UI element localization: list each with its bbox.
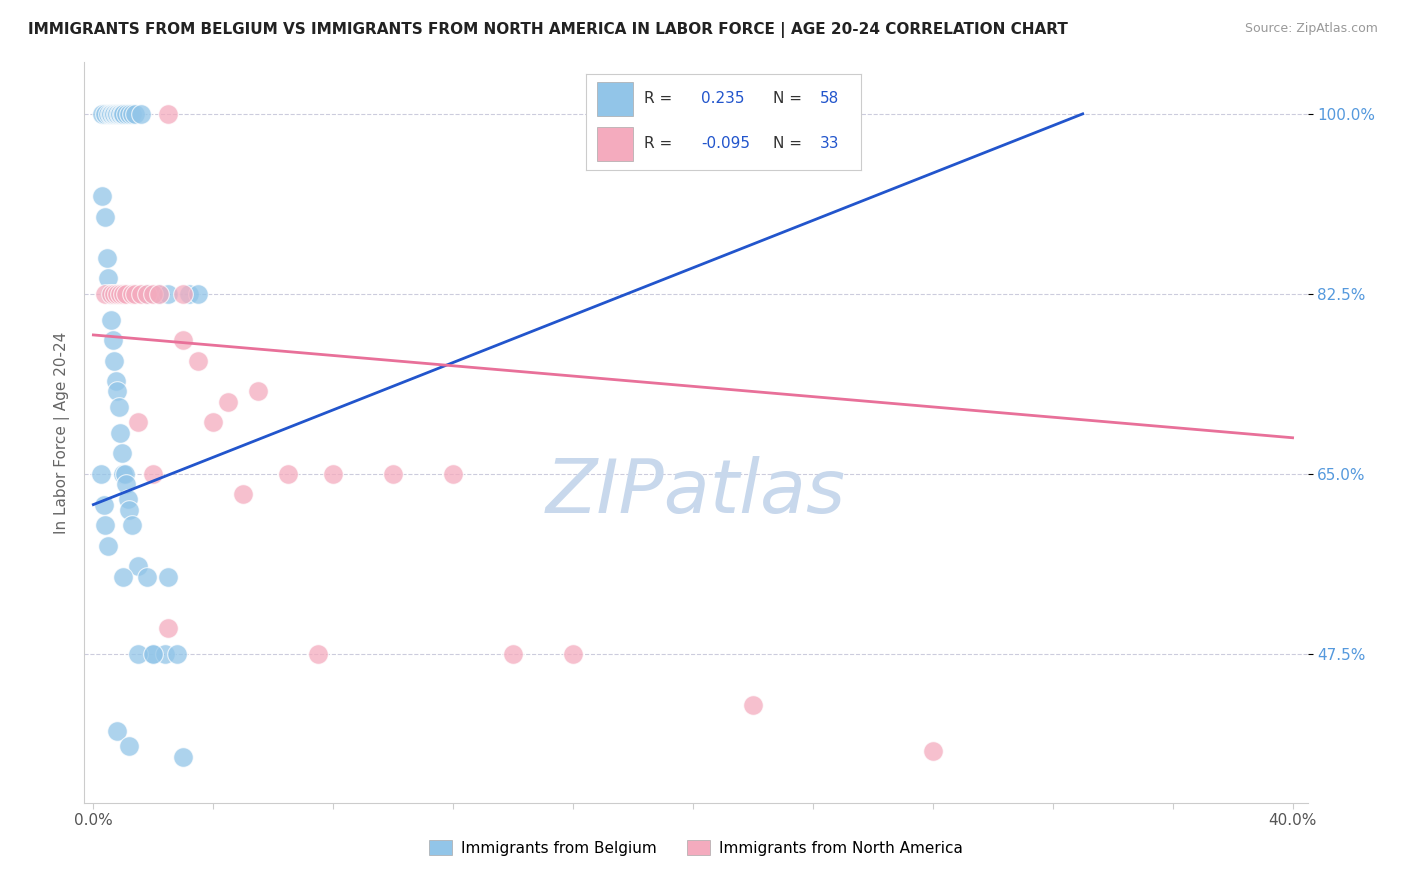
Point — [104, 374, 127, 388]
Point — [562, 647, 585, 661]
Point — [142, 286, 165, 301]
Point — [98, 286, 121, 301]
Point — [97, 107, 120, 121]
Point — [148, 286, 170, 301]
Point — [104, 107, 127, 121]
Point — [131, 107, 153, 121]
Point — [118, 107, 141, 121]
Point — [157, 621, 180, 635]
Point — [121, 518, 143, 533]
Point — [382, 467, 405, 481]
Point — [142, 647, 165, 661]
Point — [124, 286, 146, 301]
Point — [112, 286, 135, 301]
Point — [103, 286, 125, 301]
Point — [187, 353, 209, 368]
Point — [247, 384, 270, 399]
Point — [232, 487, 254, 501]
Point — [121, 286, 143, 301]
Point — [98, 107, 121, 121]
Point — [277, 467, 299, 481]
Point — [97, 271, 120, 285]
Point — [93, 498, 115, 512]
Point — [157, 286, 180, 301]
Point — [91, 189, 114, 203]
Point — [124, 107, 146, 121]
Point — [142, 647, 165, 661]
Point — [742, 698, 765, 712]
Point — [105, 723, 128, 738]
Point — [157, 569, 180, 583]
Point — [100, 286, 122, 301]
Legend: Immigrants from Belgium, Immigrants from North America: Immigrants from Belgium, Immigrants from… — [423, 834, 969, 862]
Point — [110, 425, 132, 440]
Point — [97, 539, 120, 553]
Point — [136, 286, 159, 301]
Point — [110, 286, 132, 301]
Point — [94, 518, 117, 533]
Point — [105, 107, 128, 121]
Point — [108, 107, 131, 121]
Point — [921, 744, 943, 758]
Y-axis label: In Labor Force | Age 20-24: In Labor Force | Age 20-24 — [55, 332, 70, 533]
Point — [148, 286, 170, 301]
Point — [101, 333, 124, 347]
Point — [187, 286, 209, 301]
Point — [155, 647, 177, 661]
Point — [118, 502, 141, 516]
Point — [131, 286, 153, 301]
Point — [100, 107, 122, 121]
Point — [127, 415, 149, 429]
Point — [117, 492, 139, 507]
Point — [94, 210, 117, 224]
Point — [115, 107, 138, 121]
Point — [112, 467, 135, 481]
Point — [322, 467, 344, 481]
Point — [90, 467, 112, 481]
Point — [166, 647, 188, 661]
Text: Source: ZipAtlas.com: Source: ZipAtlas.com — [1244, 22, 1378, 36]
Text: ZIPatlas: ZIPatlas — [546, 456, 846, 528]
Point — [110, 107, 132, 121]
Point — [136, 569, 159, 583]
Point — [111, 107, 134, 121]
Point — [112, 107, 135, 121]
Text: IMMIGRANTS FROM BELGIUM VS IMMIGRANTS FROM NORTH AMERICA IN LABOR FORCE | AGE 20: IMMIGRANTS FROM BELGIUM VS IMMIGRANTS FR… — [28, 22, 1069, 38]
Point — [441, 467, 464, 481]
Point — [96, 251, 118, 265]
Point — [121, 107, 143, 121]
Point — [115, 477, 138, 491]
Point — [202, 415, 225, 429]
Point — [94, 286, 117, 301]
Point — [172, 333, 194, 347]
Point — [172, 749, 194, 764]
Point — [103, 353, 125, 368]
Point — [91, 107, 114, 121]
Point — [179, 286, 201, 301]
Point — [307, 647, 329, 661]
Point — [136, 286, 159, 301]
Point — [105, 286, 128, 301]
Point — [94, 107, 117, 121]
Point — [114, 467, 136, 481]
Point — [142, 467, 165, 481]
Point — [217, 394, 239, 409]
Point — [101, 107, 124, 121]
Point — [105, 384, 128, 399]
Point — [108, 400, 131, 414]
Point — [103, 107, 125, 121]
Point — [115, 286, 138, 301]
Point — [172, 286, 194, 301]
Point — [118, 739, 141, 754]
Point — [100, 312, 122, 326]
Point — [112, 569, 135, 583]
Point — [127, 559, 149, 574]
Point — [502, 647, 524, 661]
Point — [157, 107, 180, 121]
Point — [127, 647, 149, 661]
Point — [111, 446, 134, 460]
